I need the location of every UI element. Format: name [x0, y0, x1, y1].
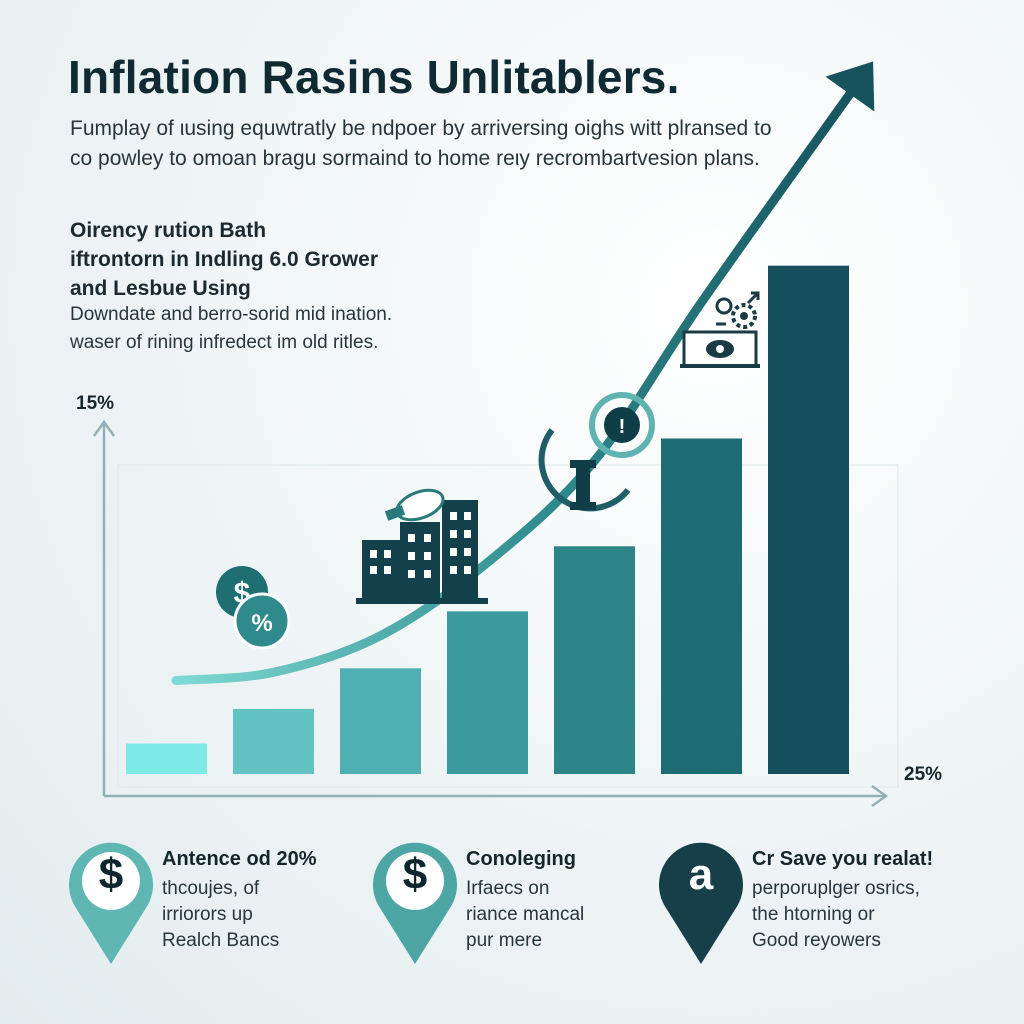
- bar-7: [768, 265, 849, 774]
- city-buildings-icon: [356, 488, 488, 604]
- section-text: Downdate and berro-sorid mid ination. wa…: [70, 301, 510, 357]
- bar-series: [126, 265, 849, 774]
- y-axis: [92, 419, 116, 796]
- card-title: Conoleging: [466, 848, 576, 870]
- dollar-pin-icon: [373, 842, 457, 964]
- section-heading-line: iftrontorn in Indling 6.0 Grower: [70, 248, 378, 271]
- dollar-percent-bubble-icon: $ %: [216, 566, 291, 650]
- section-heading: Oirency rution Bath iftrontorn in Indlin…: [70, 216, 510, 303]
- section-text-line: waser of rining infredect im old ritles.: [70, 332, 379, 353]
- svg-text:%: %: [251, 610, 272, 637]
- pin-glyph: a: [688, 850, 714, 899]
- info-circle-icon: !: [538, 392, 655, 512]
- bar-5: [554, 546, 635, 774]
- subtitle-line: Fumplay of ιusing equwtratly be ndpoer b…: [70, 117, 772, 140]
- card-line: pur mere: [466, 930, 543, 951]
- card-line: Good reyowers: [752, 930, 881, 951]
- trend-arrow-head: [825, 61, 875, 112]
- pin-glyph: $: [402, 850, 428, 899]
- plot-frame: [117, 464, 899, 788]
- card-line: perporuplger osrics,: [752, 878, 920, 899]
- letter-a-pin-icon: [659, 842, 743, 964]
- x-axis: [104, 784, 889, 808]
- bar-6: [661, 438, 742, 774]
- info-card-3: a Cr Save you realat! perporuplger osric…: [656, 836, 956, 976]
- svg-text:!: !: [619, 416, 626, 438]
- section-text-line: Downdate and berro-sorid mid ination.: [70, 304, 393, 325]
- bar-4: [447, 611, 528, 774]
- page-title: Inflation Rasins Unlitablers.: [68, 51, 680, 103]
- section-heading-line: and Lesbue Using: [70, 277, 251, 300]
- bar-1: [126, 743, 207, 774]
- page-subtitle: Fumplay of ιusing equwtratly be ndpoer b…: [70, 114, 970, 174]
- bar-2: [233, 708, 314, 774]
- trend-line: [171, 78, 863, 685]
- gears-exchange-icon: [715, 291, 760, 329]
- card-line: thcoujes, of: [162, 878, 260, 899]
- card-line: Realch Bancs: [162, 930, 280, 951]
- bar-3: [340, 668, 421, 774]
- card-line: riance mancal: [466, 904, 585, 925]
- y-axis-label: 15%: [76, 393, 115, 414]
- card-line: the htorning or: [752, 904, 875, 925]
- pin-glyph: $: [98, 850, 124, 899]
- safe-eye-icon: [680, 330, 760, 368]
- card-title: Cr Save you realat!: [752, 848, 934, 870]
- subtitle-line: co powley to omoan bragu sormaind to hom…: [70, 147, 760, 170]
- dollar-pin-icon: [69, 842, 153, 964]
- card-title: Antence od 20%: [162, 848, 317, 870]
- card-line: irriorors up: [162, 904, 253, 925]
- x-axis-label: 25%: [904, 764, 943, 785]
- card-line: Irfaecs on: [466, 878, 550, 899]
- info-card-2: $ Conoleging Irfaecs on riance mancal pu…: [370, 836, 670, 976]
- info-card-1: $ Antence od 20% thcoujes, of irriorors …: [66, 836, 366, 976]
- section-heading-line: Oirency rution Bath: [70, 219, 267, 242]
